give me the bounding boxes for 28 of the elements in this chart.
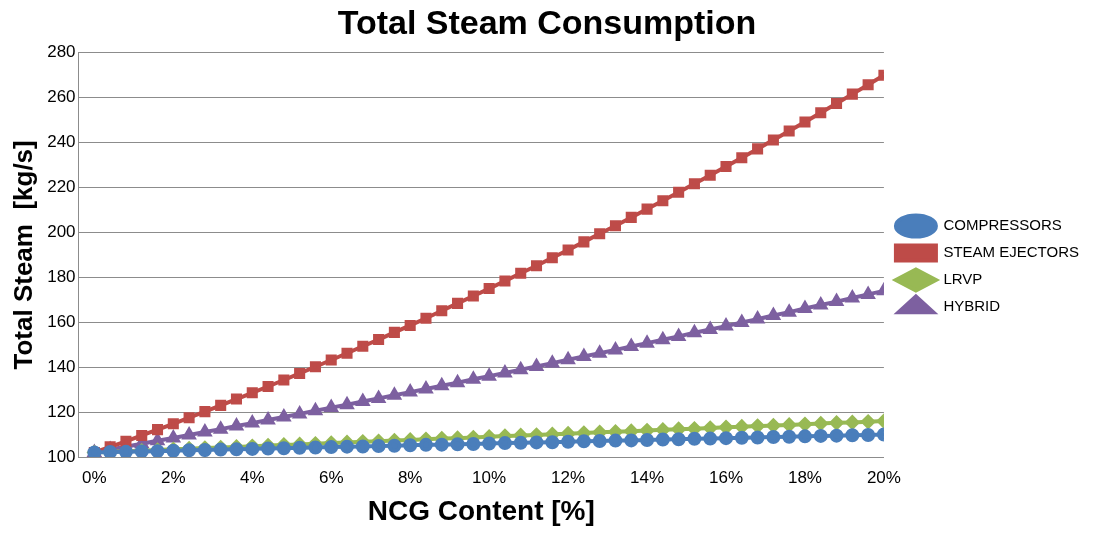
legend-label: HYBRID: [943, 297, 1001, 315]
x-tick-label: 16%: [708, 467, 744, 487]
chart-title: Total Steam Consumption: [337, 2, 757, 41]
x-tick-label: 6%: [318, 467, 344, 487]
y-tick-label: 260: [47, 87, 76, 107]
x-tick-label: 20%: [866, 467, 901, 487]
y-tick-label: 220: [47, 177, 76, 197]
x-tick-label: 12%: [551, 467, 586, 487]
x-tick-label: 0%: [82, 467, 107, 487]
y-tick-label: 100: [47, 446, 76, 466]
y-tick-label: 200: [47, 222, 76, 242]
legend-label: STEAM EJECTORS: [943, 243, 1080, 261]
x-axis-title: NCG Content [%]: [367, 494, 595, 526]
y-axis-title: Total Steam [kg/s]: [7, 140, 38, 370]
x-tick-label: 14%: [630, 467, 665, 487]
legend-label: COMPRESSORS: [943, 216, 1062, 234]
y-tick-label: 120: [47, 401, 76, 421]
y-tick-label: 240: [47, 132, 76, 152]
y-tick-label: 140: [47, 356, 76, 376]
x-tick-label: 8%: [397, 467, 423, 487]
y-tick-label: 280: [47, 42, 76, 62]
y-tick-label: 180: [47, 267, 76, 287]
x-tick-label: 18%: [787, 467, 822, 487]
x-tick-label: 10%: [472, 467, 507, 487]
x-tick-label: 4%: [239, 467, 265, 487]
y-tick-label: 160: [47, 311, 76, 331]
legend-label: LRVP: [943, 270, 983, 288]
x-tick-label: 2%: [161, 467, 186, 487]
